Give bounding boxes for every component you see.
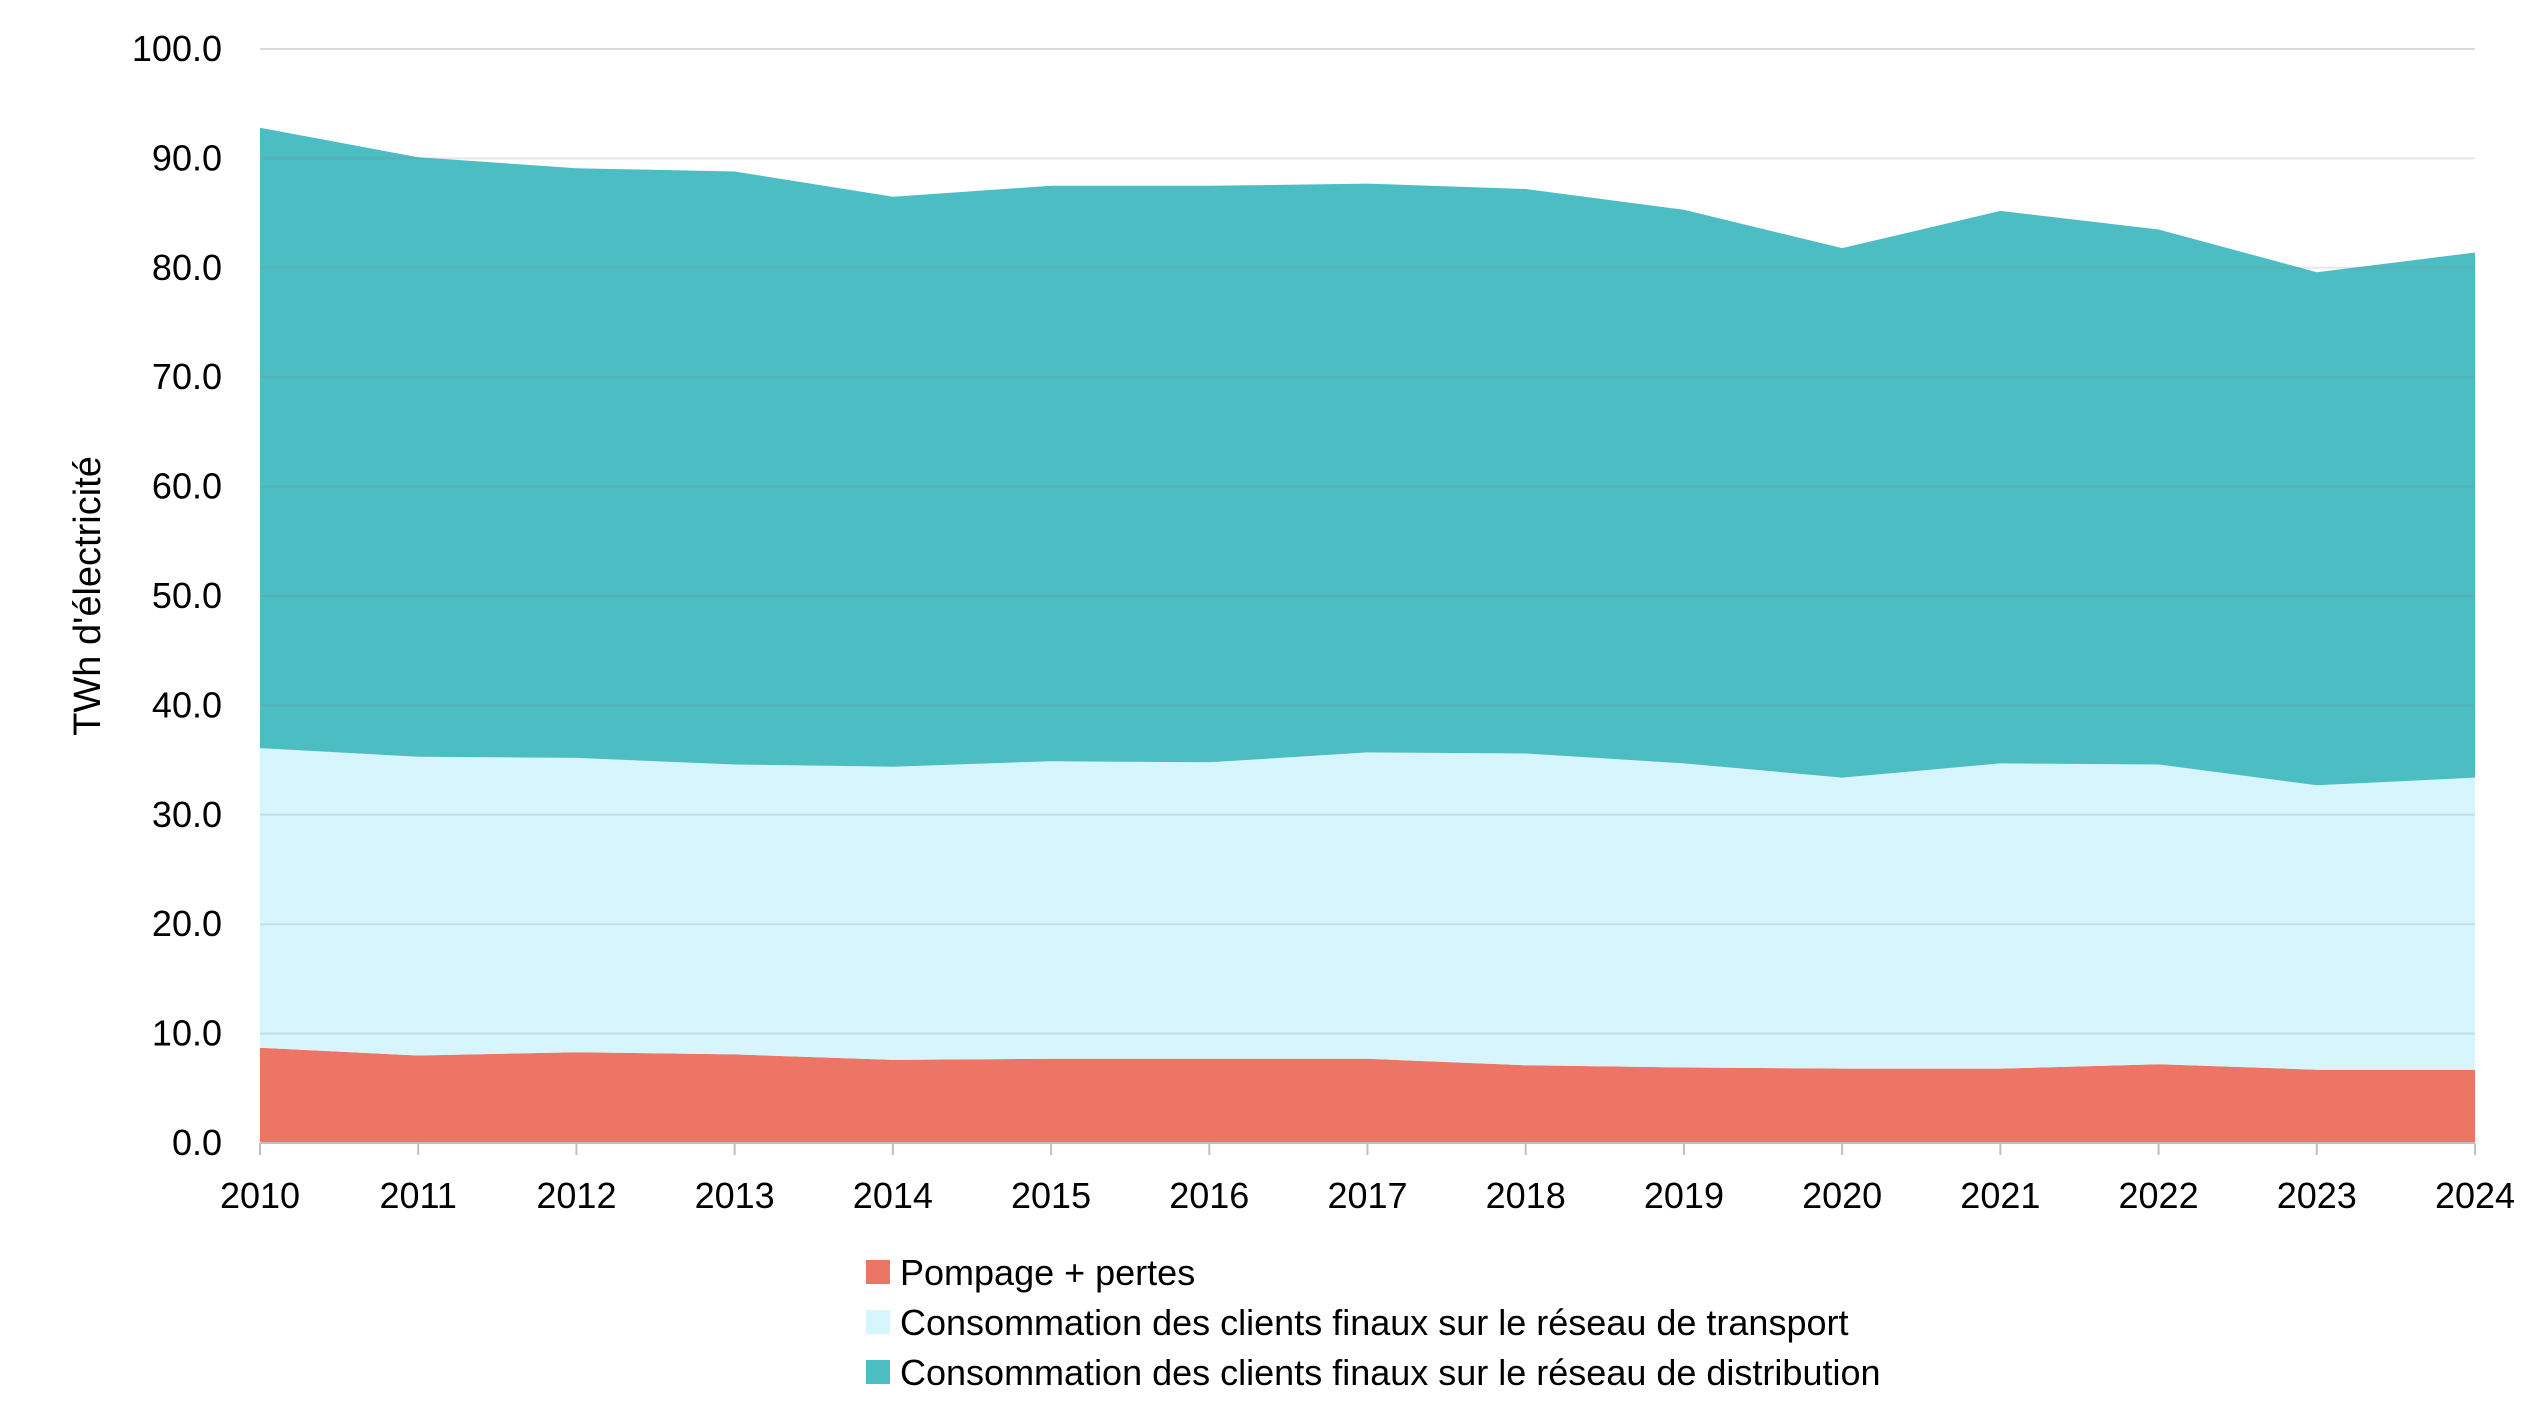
x-tick-label: 2021	[1960, 1175, 2040, 1216]
chart-areas	[260, 127, 2475, 1143]
x-tick-label: 2022	[2119, 1175, 2199, 1216]
legend-label: Consommation des clients finaux sur le r…	[900, 1352, 1881, 1393]
x-tick-label: 2019	[1644, 1175, 1724, 1216]
x-tick-label: 2017	[1327, 1175, 1407, 1216]
x-tick-label: 2014	[853, 1175, 933, 1216]
x-tick-label: 2013	[695, 1175, 775, 1216]
y-tick-label: 50.0	[152, 575, 222, 616]
x-tick-label: 2018	[1486, 1175, 1566, 1216]
x-tick-label: 2010	[220, 1175, 300, 1216]
y-axis-ticks: 0.0 10.0 20.0 30.0 40.0 50.0 60.0 70.0 80.0 90.0 1…	[132, 28, 222, 1163]
legend-swatch	[866, 1260, 890, 1284]
x-tick-label: 2016	[1169, 1175, 1249, 1216]
y-tick-label: 40.0	[152, 684, 222, 725]
y-tick-label: 60.0	[152, 466, 222, 507]
y-tick-label: 80.0	[152, 247, 222, 288]
area-series-2	[260, 127, 2475, 786]
x-tick-label: 2011	[380, 1175, 457, 1216]
y-tick-label: 0.0	[172, 1122, 222, 1163]
legend-swatch	[866, 1360, 890, 1384]
y-tick-label: 10.0	[152, 1013, 222, 1054]
x-tick-label: 2024	[2435, 1175, 2515, 1216]
x-tick-label: 2023	[2277, 1175, 2357, 1216]
legend-label: Pompage + pertes	[900, 1252, 1195, 1293]
y-tick-label: 70.0	[152, 356, 222, 397]
area-series-1	[260, 748, 2475, 1070]
y-tick-label: 20.0	[152, 903, 222, 944]
x-tick-label: 2020	[1802, 1175, 1882, 1216]
y-tick-label: 90.0	[152, 137, 222, 178]
y-axis-title: TWh d'électricité	[67, 456, 109, 736]
legend-label: Consommation des clients finaux sur le r…	[900, 1302, 1848, 1343]
x-axis-ticks: 2010 2011 2012 2013 2014 2015 2016 2017 2018 2019…	[220, 1143, 2515, 1216]
chart-legend: Pompage + pertes Consommation des clients…	[866, 1252, 1881, 1393]
chart-gridlines	[260, 48, 2475, 1035]
y-tick-label: 30.0	[152, 794, 222, 835]
area-series-0	[260, 1047, 2475, 1143]
y-tick-label: 100.0	[132, 28, 222, 69]
x-tick-label: 2012	[536, 1175, 616, 1216]
x-tick-label: 2015	[1011, 1175, 1091, 1216]
legend-swatch	[866, 1310, 890, 1334]
